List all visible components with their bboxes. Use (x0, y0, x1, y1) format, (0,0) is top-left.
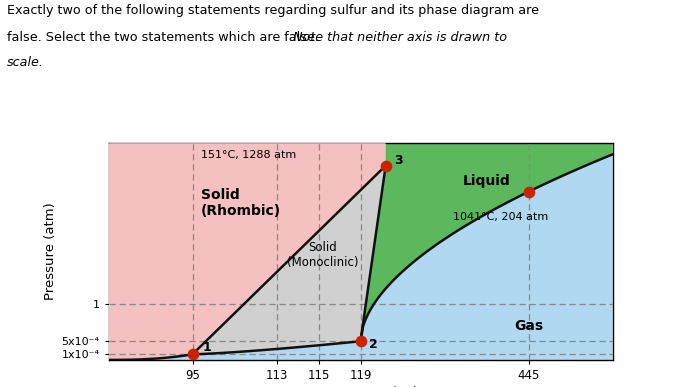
Polygon shape (108, 154, 612, 360)
Point (380, 163, 391, 169)
Text: Liquid: Liquid (463, 173, 510, 188)
X-axis label: Temperature (°C): Temperature (°C) (303, 386, 418, 387)
Point (187, 351, 198, 358)
Text: 151°C, 1288 atm: 151°C, 1288 atm (201, 150, 296, 160)
Polygon shape (108, 143, 386, 360)
Polygon shape (193, 166, 386, 354)
Text: Solid
(Monoclinic): Solid (Monoclinic) (287, 241, 358, 269)
Text: 3: 3 (394, 154, 402, 167)
Text: false. Select the two statements which are false.: false. Select the two statements which a… (7, 31, 323, 44)
Text: scale.: scale. (7, 56, 44, 69)
Text: 1041°C, 204 atm: 1041°C, 204 atm (453, 212, 548, 222)
Y-axis label: Pressure (atm): Pressure (atm) (44, 203, 57, 300)
Text: Gas: Gas (514, 319, 543, 333)
Text: 2: 2 (369, 338, 378, 351)
Text: Exactly two of the following statements regarding sulfur and its phase diagram a: Exactly two of the following statements … (7, 4, 539, 17)
Text: Solid
(Rhombic): Solid (Rhombic) (201, 188, 281, 218)
Text: 1: 1 (202, 341, 211, 354)
Polygon shape (360, 143, 612, 341)
Text: Note that neither axis is drawn to: Note that neither axis is drawn to (293, 31, 507, 44)
Point (355, 338, 366, 344)
Point (523, 188, 534, 195)
